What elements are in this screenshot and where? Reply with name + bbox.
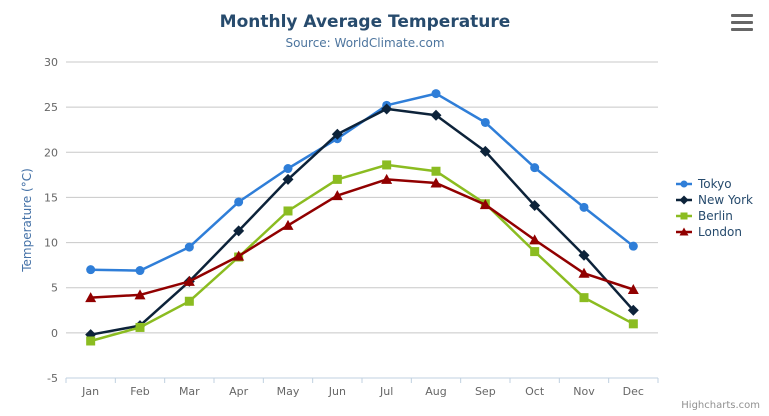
data-point-tokyo-Dec[interactable] bbox=[628, 241, 638, 251]
series-line-berlin bbox=[89, 163, 635, 343]
data-point-london-Mar[interactable] bbox=[183, 275, 195, 286]
data-point-tokyo-Sep[interactable] bbox=[480, 117, 490, 127]
data-point-berlin-Jan[interactable] bbox=[86, 336, 96, 346]
legend-item-new-york[interactable]: New York bbox=[675, 192, 753, 208]
legend-item-london[interactable]: London bbox=[675, 224, 753, 240]
data-point-london-Jun[interactable] bbox=[331, 190, 343, 201]
y-axis-label-10: 10 bbox=[44, 237, 58, 250]
x-axis-label-Nov: Nov bbox=[573, 385, 595, 398]
data-point-tokyo-Mar[interactable] bbox=[184, 242, 194, 252]
x-axis-label-Feb: Feb bbox=[130, 385, 149, 398]
x-axis-label-Jun: Jun bbox=[328, 385, 346, 398]
legend-marker-circle-icon bbox=[676, 180, 692, 188]
data-point-tokyo-Jan[interactable] bbox=[86, 265, 96, 275]
x-axis-label-Apr: Apr bbox=[229, 385, 249, 398]
data-point-berlin-Mar[interactable] bbox=[184, 296, 194, 306]
x-axis-label-Jul: Jul bbox=[379, 385, 393, 398]
y-axis-label-20: 20 bbox=[44, 146, 58, 159]
data-point-tokyo-Feb[interactable] bbox=[135, 266, 145, 276]
legend-item-berlin[interactable]: Berlin bbox=[675, 208, 753, 224]
data-point-london-Jan[interactable] bbox=[85, 292, 97, 303]
x-axis-label-Oct: Oct bbox=[525, 385, 545, 398]
y-axis-label-25: 25 bbox=[44, 101, 58, 114]
data-point-london-Feb[interactable] bbox=[134, 289, 146, 300]
x-axis-label-Sep: Sep bbox=[475, 385, 496, 398]
chart-subtitle: Source: WorldClimate.com bbox=[285, 36, 445, 50]
data-point-new-york-Dec[interactable] bbox=[627, 304, 639, 316]
data-point-berlin-Feb[interactable] bbox=[135, 322, 145, 332]
data-point-new-york-Oct[interactable] bbox=[529, 200, 541, 212]
data-point-tokyo-Oct[interactable] bbox=[530, 163, 540, 173]
credits-link[interactable]: Highcharts.com bbox=[681, 400, 760, 411]
data-point-berlin-Jul[interactable] bbox=[382, 160, 392, 170]
series-tokyo bbox=[86, 89, 638, 276]
data-point-tokyo-May[interactable] bbox=[283, 164, 293, 174]
series-london bbox=[85, 173, 639, 303]
data-point-new-york-Nov[interactable] bbox=[578, 249, 590, 261]
legend-label: New York bbox=[698, 193, 753, 207]
y-axis-label-0: 0 bbox=[51, 327, 58, 340]
data-point-tokyo-Aug[interactable] bbox=[431, 89, 441, 99]
data-point-london-Jul[interactable] bbox=[381, 173, 393, 184]
data-point-london-Aug[interactable] bbox=[430, 177, 442, 188]
data-point-new-york-Aug[interactable] bbox=[430, 109, 442, 121]
context-menu-button[interactable] bbox=[731, 14, 753, 31]
legend-marker-square-icon bbox=[676, 212, 692, 220]
data-point-berlin-May[interactable] bbox=[283, 206, 293, 216]
legend-label: London bbox=[698, 225, 742, 239]
data-point-london-Sep[interactable] bbox=[479, 199, 491, 210]
legend-label: Tokyo bbox=[698, 177, 732, 191]
data-point-new-york-Jul[interactable] bbox=[381, 103, 393, 115]
data-point-new-york-Jun[interactable] bbox=[331, 128, 343, 140]
data-point-tokyo-Apr[interactable] bbox=[234, 197, 244, 207]
legend: Tokyo New York Berlin London bbox=[675, 176, 753, 240]
x-axis-label-Dec: Dec bbox=[623, 385, 644, 398]
y-axis-title: Temperature (°C) bbox=[20, 168, 34, 273]
legend-item-tokyo[interactable]: Tokyo bbox=[675, 176, 753, 192]
chart-title: Monthly Average Temperature bbox=[219, 12, 511, 32]
data-point-london-Apr[interactable] bbox=[233, 250, 245, 261]
legend-label: Berlin bbox=[698, 209, 733, 223]
data-point-berlin-Aug[interactable] bbox=[431, 166, 441, 176]
data-point-berlin-Jun[interactable] bbox=[332, 174, 342, 184]
data-point-london-Dec[interactable] bbox=[627, 284, 639, 295]
series-new-york bbox=[85, 103, 639, 341]
legend-marker-triangle-icon bbox=[676, 227, 692, 236]
y-axis-label-30: 30 bbox=[44, 56, 58, 69]
data-point-new-york-May[interactable] bbox=[282, 173, 294, 185]
data-point-london-Nov[interactable] bbox=[578, 267, 590, 278]
data-point-berlin-Oct[interactable] bbox=[530, 247, 540, 257]
legend-marker-diamond-icon bbox=[676, 195, 692, 205]
data-point-london-May[interactable] bbox=[282, 219, 294, 230]
data-point-london-Oct[interactable] bbox=[529, 234, 541, 245]
hamburger-menu-icon bbox=[731, 14, 753, 31]
series-line-new-york bbox=[89, 107, 635, 336]
x-axis-label-Jan: Jan bbox=[81, 385, 99, 398]
x-axis-label-Mar: Mar bbox=[179, 385, 200, 398]
y-axis-label--5: -5 bbox=[47, 372, 58, 385]
y-axis-label-5: 5 bbox=[51, 282, 58, 295]
y-axis-label-15: 15 bbox=[44, 191, 58, 204]
x-axis-label-May: May bbox=[277, 385, 300, 398]
data-point-new-york-Sep[interactable] bbox=[479, 145, 491, 157]
data-point-berlin-Nov[interactable] bbox=[579, 293, 589, 303]
x-axis-label-Aug: Aug bbox=[425, 385, 446, 398]
series-line-london bbox=[89, 178, 635, 299]
data-point-new-york-Apr[interactable] bbox=[233, 225, 245, 237]
data-point-berlin-Dec[interactable] bbox=[628, 319, 638, 329]
data-point-tokyo-Nov[interactable] bbox=[579, 202, 589, 212]
